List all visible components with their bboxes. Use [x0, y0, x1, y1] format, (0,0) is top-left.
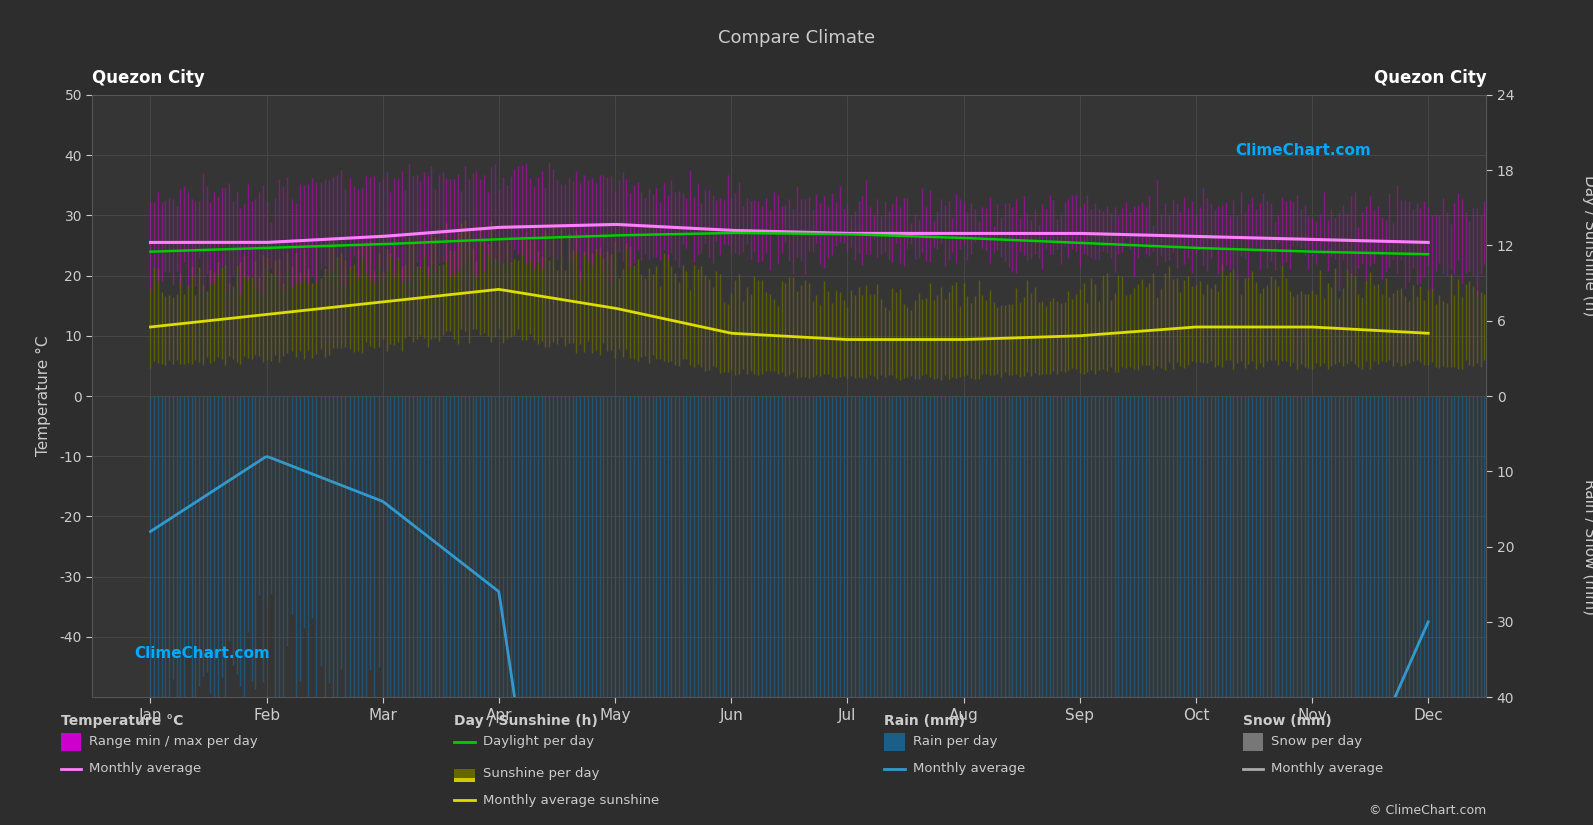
Text: © ClimeChart.com: © ClimeChart.com: [1368, 804, 1486, 817]
Text: Compare Climate: Compare Climate: [718, 29, 875, 47]
Text: Monthly average sunshine: Monthly average sunshine: [483, 794, 660, 807]
Text: Snow (mm): Snow (mm): [1243, 714, 1332, 728]
Text: Rain per day: Rain per day: [913, 735, 997, 748]
Text: Quezon City: Quezon City: [92, 68, 205, 87]
Text: Rain (mm): Rain (mm): [884, 714, 965, 728]
Text: Day / Sunshine (h): Day / Sunshine (h): [454, 714, 597, 728]
Text: ClimeChart.com: ClimeChart.com: [134, 646, 269, 661]
Text: Temperature °C: Temperature °C: [61, 714, 183, 728]
Text: Day / Sunshine (h): Day / Sunshine (h): [1582, 175, 1593, 316]
Text: Range min / max per day: Range min / max per day: [89, 735, 258, 748]
Text: Monthly average: Monthly average: [913, 762, 1024, 776]
Y-axis label: Temperature °C: Temperature °C: [37, 336, 51, 456]
Text: Rain / Snow (mm): Rain / Snow (mm): [1582, 478, 1593, 615]
Text: ClimeChart.com: ClimeChart.com: [1236, 143, 1372, 158]
Text: Daylight per day: Daylight per day: [483, 735, 594, 748]
Text: Snow per day: Snow per day: [1271, 735, 1362, 748]
Text: Sunshine per day: Sunshine per day: [483, 766, 599, 780]
Text: Monthly average: Monthly average: [1271, 762, 1383, 776]
Text: Monthly average: Monthly average: [89, 762, 201, 776]
Text: Quezon City: Quezon City: [1373, 68, 1486, 87]
